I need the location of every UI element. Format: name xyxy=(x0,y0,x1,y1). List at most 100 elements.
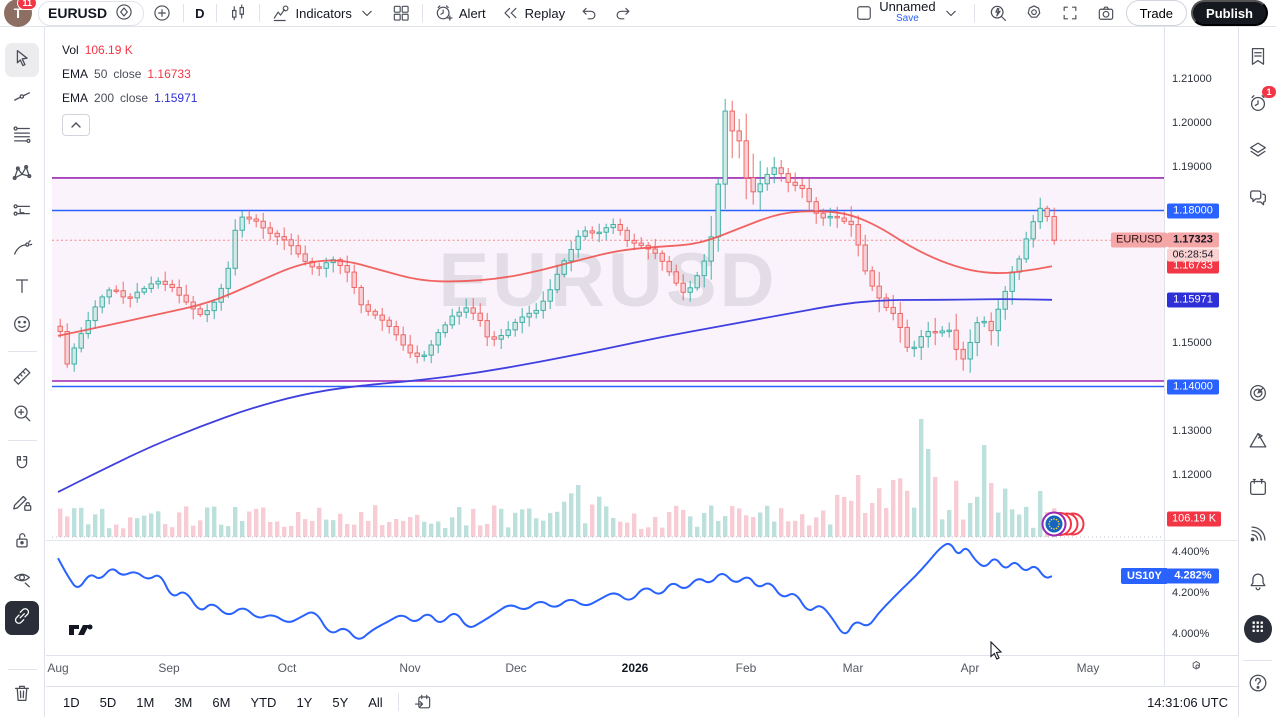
ema50-legend-name[interactable]: EMA xyxy=(62,67,89,81)
tool-fib-retracement[interactable] xyxy=(5,119,39,153)
quick-search-button[interactable] xyxy=(982,1,1014,25)
tool-cursor[interactable] xyxy=(5,43,39,77)
range-all-button[interactable]: All xyxy=(361,690,389,714)
toolbar-divider xyxy=(1243,660,1272,661)
time-label: 2026 xyxy=(621,661,649,675)
ema50-legend-row: EMA 50 close 1.16733 xyxy=(62,66,197,82)
tool-lock-all[interactable] xyxy=(5,525,39,559)
range-3m-button[interactable]: 3M xyxy=(167,690,199,714)
sidebar-news-flow-button[interactable] xyxy=(1243,521,1273,551)
user-avatar[interactable]: T 11 xyxy=(4,0,37,27)
time-label: Feb xyxy=(735,661,757,675)
tool-text[interactable] xyxy=(5,271,39,305)
chart-type-button[interactable] xyxy=(222,1,254,25)
volume-legend-value: 106.19 K xyxy=(84,43,133,57)
tool-remove-drawings[interactable] xyxy=(5,678,39,712)
chart-legend: Vol 106.19 K EMA 50 close 1.16733 EMA 20… xyxy=(62,42,197,136)
ema200-legend-name[interactable]: EMA xyxy=(62,91,89,105)
sidebar-calendar-button[interactable] xyxy=(1243,474,1273,504)
trend-line-icon xyxy=(11,85,33,112)
sidebar-notifications-button[interactable] xyxy=(1243,568,1273,598)
volume-legend-label[interactable]: Vol xyxy=(62,43,79,57)
publish-button[interactable]: Publish xyxy=(1191,0,1268,26)
alert-clock-icon xyxy=(434,3,454,23)
tool-brush[interactable] xyxy=(5,233,39,267)
range-5d-button[interactable]: 5D xyxy=(93,690,124,714)
tool-zoom-in[interactable] xyxy=(5,398,39,432)
symbol-search-field[interactable]: EURUSD xyxy=(38,0,145,26)
replay-icon xyxy=(500,3,520,23)
user-initial: T xyxy=(13,5,23,21)
range-1m-button[interactable]: 1M xyxy=(129,690,161,714)
clock[interactable]: 14:31:06 UTC xyxy=(1147,694,1228,710)
sidebar-help-button[interactable] xyxy=(1243,670,1273,700)
sidebar-layers-button[interactable] xyxy=(1243,137,1273,167)
sidebar-ideas-button[interactable] xyxy=(1243,427,1273,457)
range-1d-button[interactable]: 1D xyxy=(56,690,87,714)
brush-icon xyxy=(11,237,33,264)
range-5y-button[interactable]: 5Y xyxy=(325,690,355,714)
ema200-legend-param: 200 xyxy=(94,91,115,105)
compare-add-symbol-button[interactable] xyxy=(146,1,178,25)
drawing-mode-icon xyxy=(11,491,33,518)
replay-button[interactable]: Replay xyxy=(494,1,571,25)
candlestick-icon xyxy=(228,3,248,23)
sidebar-chat-button[interactable] xyxy=(1243,184,1273,214)
emoji-icon xyxy=(11,313,33,340)
settings-button[interactable] xyxy=(1018,1,1050,25)
price-tick: 1.13000 xyxy=(1172,424,1212,437)
sidebar-apps-button[interactable] xyxy=(1243,615,1272,643)
price-chart[interactable] xyxy=(46,27,1238,686)
gear-icon xyxy=(1024,3,1044,23)
goto-date-icon xyxy=(413,692,433,712)
news-flow-icon xyxy=(1247,523,1269,550)
price-tick: 1.12000 xyxy=(1172,468,1212,481)
screener-icon xyxy=(1247,382,1269,409)
layout-name: Unnamed xyxy=(879,0,936,14)
measure-icon xyxy=(11,364,33,391)
fullscreen-button[interactable] xyxy=(1054,1,1086,25)
sidebar-watchlist-button[interactable] xyxy=(1243,43,1273,73)
undo-button[interactable] xyxy=(573,1,605,25)
price-tick: 1.20000 xyxy=(1172,116,1212,129)
range-6m-button[interactable]: 6M xyxy=(205,690,237,714)
tool-xabcd-pattern[interactable] xyxy=(5,157,39,191)
right-sidebar: 1 xyxy=(1238,27,1276,717)
toolbar-divider xyxy=(183,4,185,22)
tool-drawing-mode[interactable] xyxy=(5,487,39,521)
ema50-legend-source: close xyxy=(113,67,142,81)
cursor-icon xyxy=(11,47,33,74)
tool-hide-all[interactable] xyxy=(5,563,39,597)
legend-collapse-button[interactable] xyxy=(62,114,90,136)
tool-emoji[interactable] xyxy=(5,309,39,343)
sidebar-screener-button[interactable] xyxy=(1243,380,1273,410)
interval-button[interactable]: D xyxy=(189,1,210,25)
sidebar-alerts-button[interactable]: 1 xyxy=(1243,86,1276,120)
range-ytd-button[interactable]: YTD xyxy=(243,690,283,714)
layout-select-button[interactable]: Unnamed Save xyxy=(848,0,966,25)
time-label: Aug xyxy=(47,661,69,675)
pane-settings-gear-icon[interactable] xyxy=(1190,659,1205,679)
redo-button[interactable] xyxy=(607,1,639,25)
range-1y-button[interactable]: 1Y xyxy=(289,690,319,714)
go-to-date-button[interactable] xyxy=(407,690,439,714)
save-layout-link[interactable]: Save xyxy=(895,13,919,24)
tradingview-logo[interactable] xyxy=(68,622,96,643)
notifications-icon xyxy=(1247,570,1269,597)
volume-value-label: 106.19 K xyxy=(1167,511,1222,527)
layers-icon xyxy=(1247,139,1269,166)
chevron-down-icon xyxy=(941,3,961,23)
tool-long-position[interactable] xyxy=(5,195,39,229)
trade-button[interactable]: Trade xyxy=(1125,0,1188,26)
tool-trend-line[interactable] xyxy=(5,81,39,115)
tool-magnet[interactable] xyxy=(5,449,39,483)
us10y-value-label: 4.282% xyxy=(1167,568,1219,584)
layout-grid-button[interactable] xyxy=(385,1,417,25)
tool-measure[interactable] xyxy=(5,360,39,394)
lock-all-icon xyxy=(11,529,33,556)
snapshot-button[interactable] xyxy=(1090,1,1122,25)
indicators-button[interactable]: Indicators xyxy=(265,1,383,25)
pane-separator[interactable] xyxy=(46,540,1238,541)
tool-sync-drawings[interactable] xyxy=(5,601,39,635)
alert-button[interactable]: Alert xyxy=(428,1,492,25)
